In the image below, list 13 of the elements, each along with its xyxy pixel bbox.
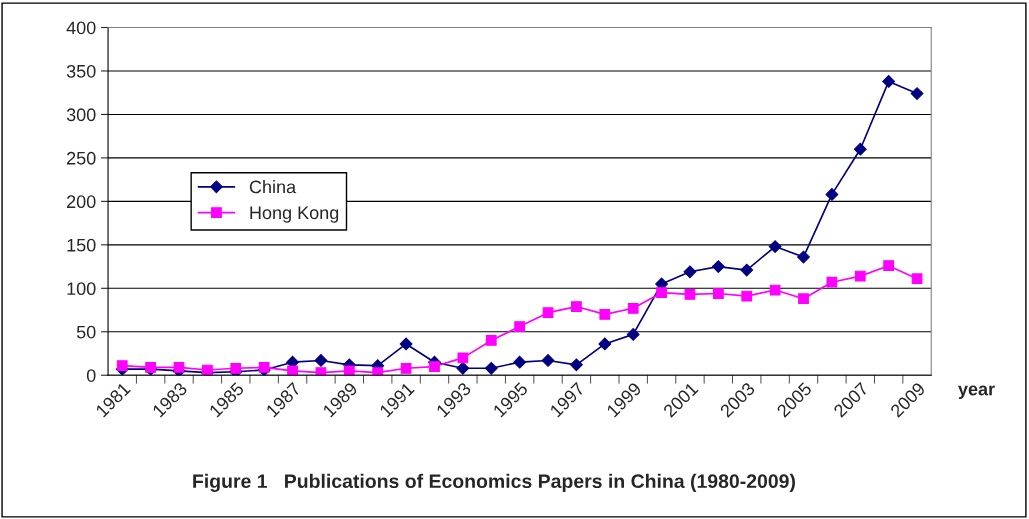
legend-label: Hong Kong [250, 206, 339, 223]
y-tick-label: 50 [76, 325, 96, 339]
y-tick-label: 150 [67, 238, 96, 252]
text: Figure 1 Publications of Economics Papers in China (1980-2009) [193, 473, 795, 492]
legend-label: China [249, 180, 297, 194]
y-tick-label: 300 [66, 108, 96, 122]
y-tick-label: 400 [66, 21, 96, 35]
y-tick-label: 100 [67, 282, 96, 296]
y-tick-label: 0 [86, 369, 96, 382]
y-tick-label: 200 [67, 195, 96, 209]
x-axis-title: year [958, 385, 995, 400]
y-tick-label: 350 [66, 64, 96, 78]
y-tick-label: 250 [67, 151, 96, 165]
